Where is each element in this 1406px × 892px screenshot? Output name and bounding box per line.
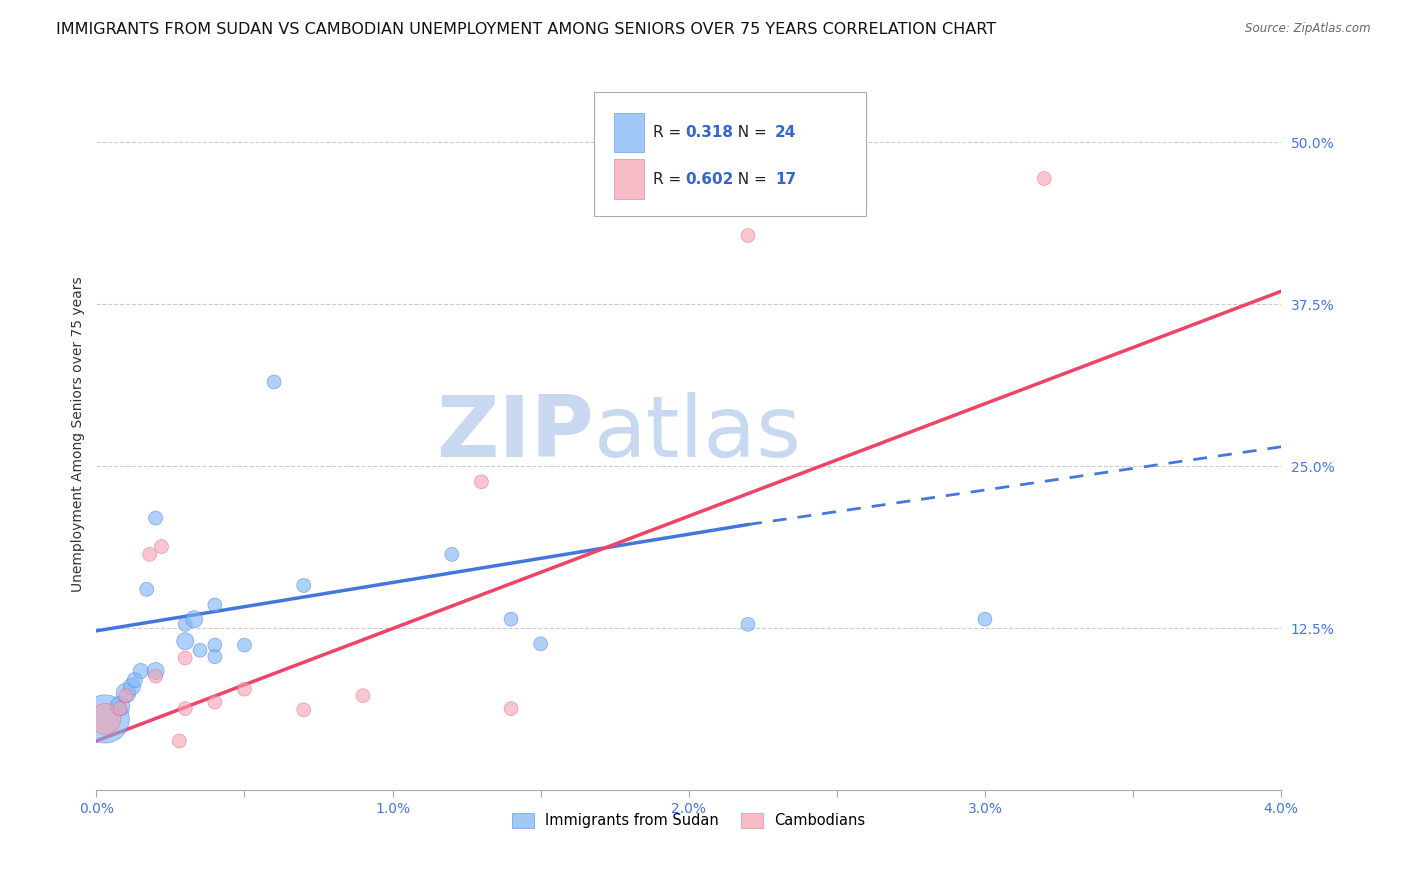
Point bbox=[145, 669, 167, 683]
Point bbox=[499, 701, 522, 715]
Point bbox=[737, 228, 759, 243]
Point bbox=[530, 637, 553, 651]
Point bbox=[974, 612, 997, 626]
Point bbox=[352, 689, 374, 703]
Point bbox=[292, 578, 315, 592]
Point bbox=[263, 375, 285, 389]
Point bbox=[737, 617, 759, 632]
Point bbox=[174, 617, 197, 632]
Text: 0.602: 0.602 bbox=[685, 172, 734, 186]
Point bbox=[499, 612, 522, 626]
Point bbox=[108, 701, 131, 715]
Point bbox=[174, 701, 197, 715]
Point bbox=[233, 638, 256, 652]
Y-axis label: Unemployment Among Seniors over 75 years: Unemployment Among Seniors over 75 years bbox=[72, 276, 86, 591]
Point bbox=[138, 547, 160, 561]
Text: IMMIGRANTS FROM SUDAN VS CAMBODIAN UNEMPLOYMENT AMONG SENIORS OVER 75 YEARS CORR: IMMIGRANTS FROM SUDAN VS CAMBODIAN UNEMP… bbox=[56, 22, 997, 37]
Point bbox=[440, 547, 463, 561]
Point bbox=[135, 582, 157, 597]
Point bbox=[183, 612, 205, 626]
Point bbox=[204, 695, 226, 709]
Text: 0.318: 0.318 bbox=[685, 125, 733, 140]
FancyBboxPatch shape bbox=[614, 160, 644, 199]
Point bbox=[470, 475, 492, 489]
Point bbox=[108, 698, 131, 713]
Point bbox=[129, 664, 152, 678]
Point bbox=[94, 712, 117, 726]
Text: ZIP: ZIP bbox=[436, 392, 593, 475]
Point bbox=[145, 511, 167, 525]
Text: atlas: atlas bbox=[593, 392, 801, 475]
Point bbox=[292, 703, 315, 717]
Text: N =: N = bbox=[728, 172, 772, 186]
Point bbox=[204, 649, 226, 664]
Text: R =: R = bbox=[654, 125, 686, 140]
Point bbox=[169, 734, 191, 748]
Point bbox=[204, 598, 226, 612]
Point bbox=[150, 540, 173, 554]
Text: 24: 24 bbox=[775, 125, 797, 140]
Point bbox=[145, 664, 167, 678]
Point bbox=[115, 689, 138, 703]
Point bbox=[174, 634, 197, 648]
Point bbox=[1033, 171, 1056, 186]
Point bbox=[124, 673, 146, 687]
FancyBboxPatch shape bbox=[593, 92, 866, 217]
Point bbox=[94, 712, 117, 726]
FancyBboxPatch shape bbox=[614, 113, 644, 153]
Point bbox=[174, 651, 197, 665]
Text: N =: N = bbox=[728, 125, 772, 140]
Legend: Immigrants from Sudan, Cambodians: Immigrants from Sudan, Cambodians bbox=[506, 807, 872, 834]
Point bbox=[115, 686, 138, 700]
Point bbox=[121, 680, 143, 694]
Point bbox=[233, 682, 256, 697]
Text: 17: 17 bbox=[775, 172, 796, 186]
Point bbox=[188, 643, 211, 657]
Text: Source: ZipAtlas.com: Source: ZipAtlas.com bbox=[1246, 22, 1371, 36]
Text: R =: R = bbox=[654, 172, 686, 186]
Point bbox=[204, 638, 226, 652]
